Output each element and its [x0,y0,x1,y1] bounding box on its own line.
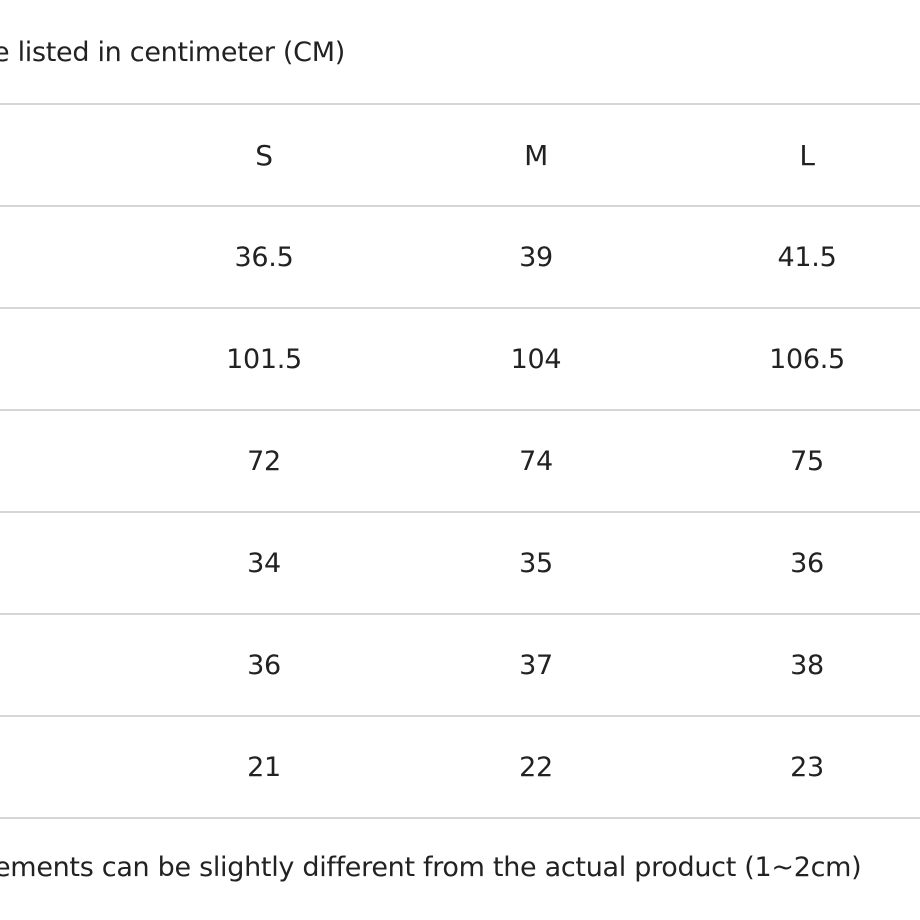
value-m: 22 [400,715,672,819]
value-s: 101.5 [128,307,400,410]
value-m: 39 [400,205,672,308]
measurement-label [0,715,128,819]
table-header-row: S M L [0,103,920,206]
value-m: 35 [400,511,672,614]
value-l: 38 [672,613,920,716]
value-s: 36.5 [128,205,400,308]
table-row: 72 74 75 [0,409,920,512]
value-l: 41.5 [672,205,920,308]
unit-note: e listed in centimeter (CM) [0,37,345,68]
size-header-l: L [672,103,920,206]
measurement-label [0,409,128,512]
measurement-label [0,205,128,308]
measurement-label-header [0,103,128,206]
size-header-s: S [128,103,400,206]
value-l: 36 [672,511,920,614]
table-row: 34 35 36 [0,511,920,614]
value-m: 37 [400,613,672,716]
value-s: 36 [128,613,400,716]
value-m: 74 [400,409,672,512]
value-s: 34 [128,511,400,614]
table-row: 36.5 39 41.5 [0,205,920,308]
measurement-label [0,307,128,410]
measurement-disclaimer: ements can be slightly different from th… [0,852,862,883]
value-s: 21 [128,715,400,819]
value-l: 106.5 [672,307,920,410]
table-row: 101.5 104 106.5 [0,307,920,410]
value-l: 23 [672,715,920,819]
size-header-m: M [400,103,672,206]
size-chart-table: S M L 36.5 39 41.5 101.5 104 106.5 72 74… [0,103,920,819]
value-m: 104 [400,307,672,410]
table-row: 36 37 38 [0,613,920,716]
table-row: 21 22 23 [0,715,920,819]
value-s: 72 [128,409,400,512]
measurement-label [0,511,128,614]
measurement-label [0,613,128,716]
value-l: 75 [672,409,920,512]
